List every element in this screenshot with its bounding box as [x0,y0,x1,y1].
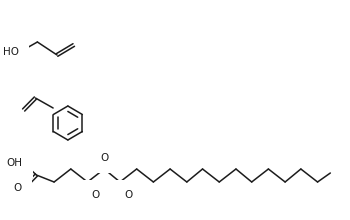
Text: O: O [13,183,22,193]
Text: O: O [91,190,100,200]
Text: OH: OH [7,158,23,168]
Text: O: O [100,153,108,163]
Text: HO: HO [3,47,19,57]
Text: O: O [124,190,132,200]
